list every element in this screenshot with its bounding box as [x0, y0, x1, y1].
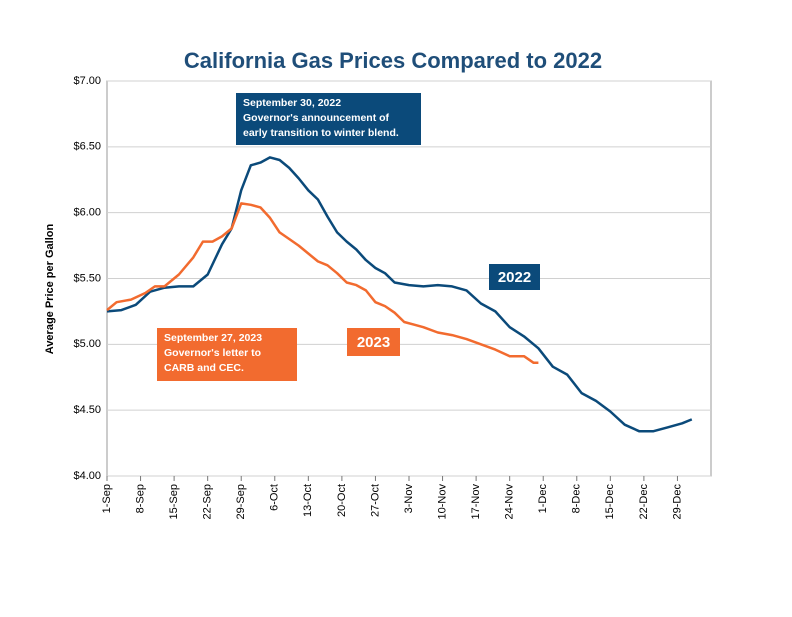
x-tick-label: 1-Dec	[537, 484, 549, 514]
x-tick-label: 10-Nov	[436, 484, 448, 520]
y-tick-label: $4.00	[73, 470, 101, 482]
x-tick-label: 13-Oct	[302, 484, 314, 517]
y-tick-label: $7.00	[73, 75, 101, 87]
x-tick-label: 29-Dec	[671, 484, 683, 520]
x-tick-label: 15-Sep	[168, 484, 180, 519]
x-tick-label: 22-Dec	[638, 484, 650, 520]
annotation-text: CARB and CEC.	[164, 362, 244, 374]
legend-label: 2022	[498, 269, 531, 286]
y-tick-label: $5.00	[73, 338, 101, 350]
y-axis-label: Average Price per Gallon	[44, 224, 56, 355]
x-tick-label: 8-Dec	[571, 484, 583, 514]
x-tick-label: 27-Oct	[369, 484, 381, 517]
x-tick-label: 1-Sep	[101, 484, 113, 513]
legend-box	[489, 264, 540, 290]
x-tick-label: 24-Nov	[504, 484, 516, 520]
x-tick-label: 29-Sep	[235, 484, 247, 519]
annotation-text: September 27, 2023	[164, 332, 262, 344]
x-tick-label: 22-Sep	[202, 484, 214, 519]
x-tick-label: 8-Sep	[134, 484, 146, 513]
legend-box	[347, 328, 400, 356]
chart-title: California Gas Prices Compared to 2022	[184, 48, 602, 73]
x-tick-label: 3-Nov	[403, 484, 415, 514]
annotation-box	[157, 328, 297, 381]
x-tick-label: 6-Oct	[269, 484, 281, 511]
annotation-text: September 30, 2022	[243, 97, 341, 109]
x-tick-label: 17-Nov	[470, 484, 482, 520]
annotation-text: Governor's announcement of	[243, 112, 390, 124]
x-tick-label: 15-Dec	[604, 484, 616, 520]
annotation-text: Governor's letter to	[164, 347, 261, 359]
y-tick-label: $6.00	[73, 207, 101, 219]
legend-label: 2023	[357, 334, 390, 351]
annotation-box	[236, 93, 421, 145]
x-tick-label: 20-Oct	[336, 484, 348, 517]
series-line	[106, 156, 693, 433]
y-tick-label: $5.50	[73, 272, 101, 284]
series-line	[106, 202, 539, 365]
annotation-text: early transition to winter blend.	[243, 127, 399, 139]
y-tick-label: $6.50	[73, 141, 101, 153]
y-tick-label: $4.50	[73, 404, 101, 416]
